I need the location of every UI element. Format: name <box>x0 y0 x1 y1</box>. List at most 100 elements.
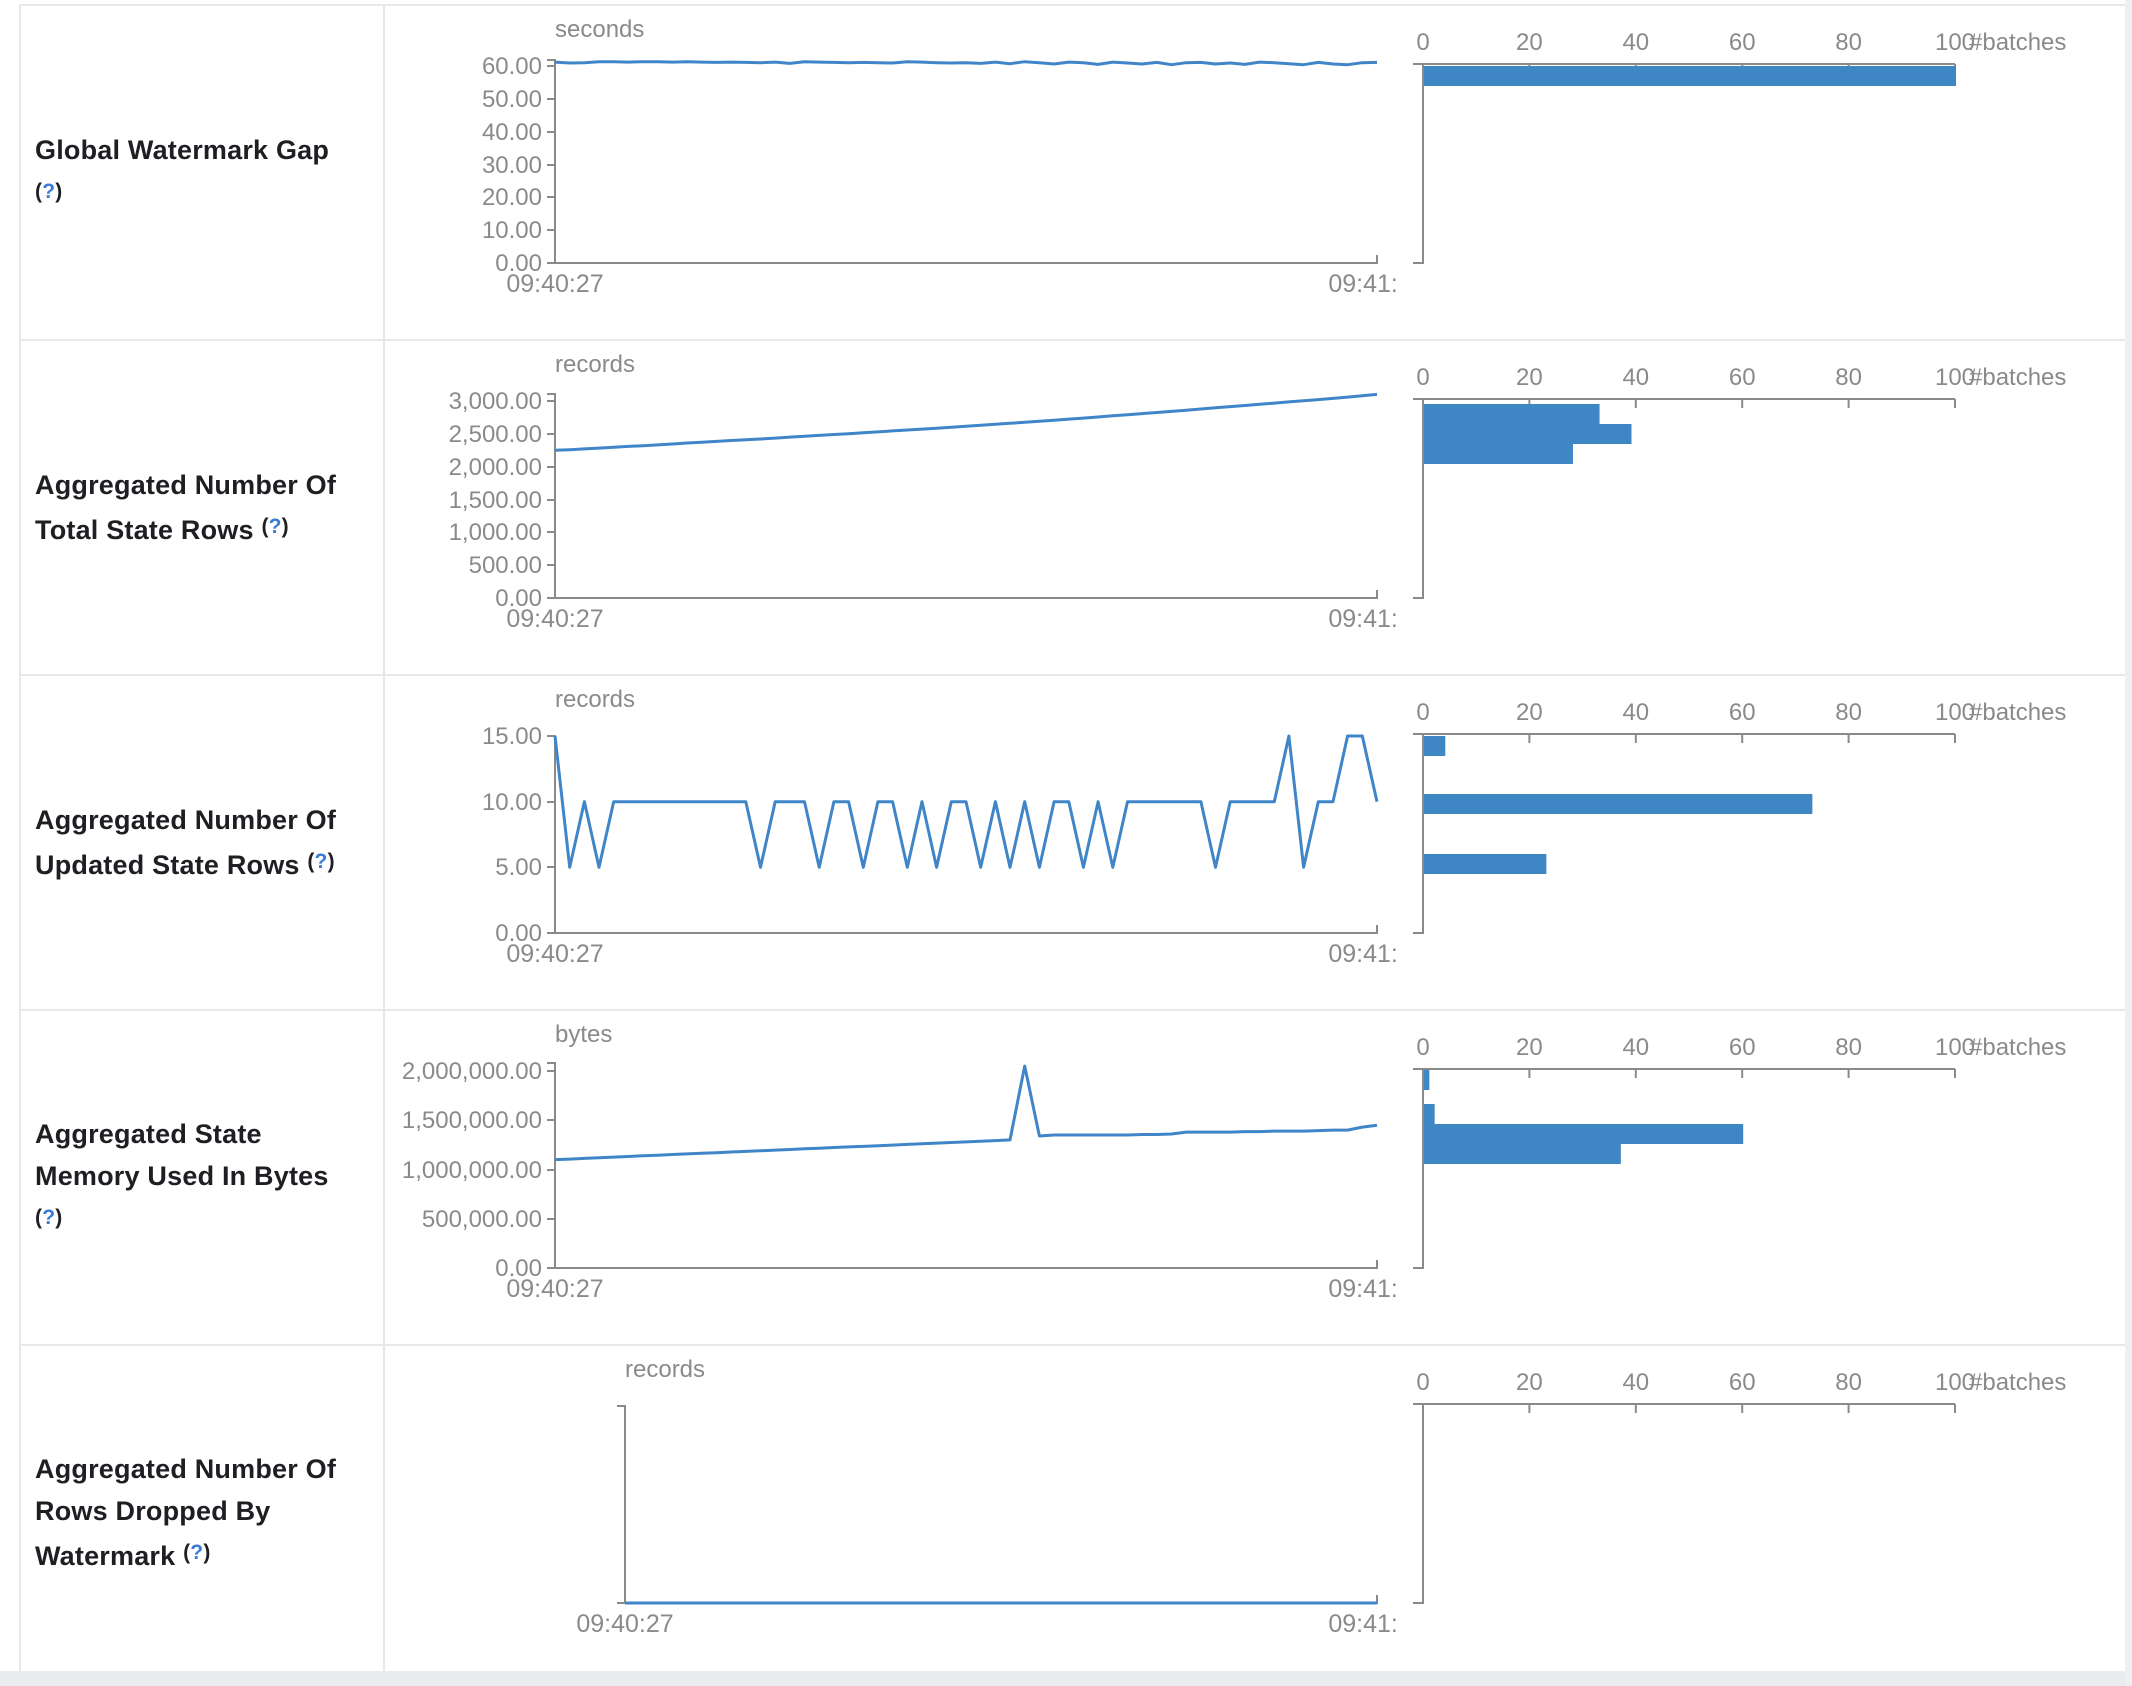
histogram-bar <box>1424 1104 1435 1124</box>
timeline-series-line <box>554 392 1378 452</box>
batches-tick-label: 0 <box>1416 1369 1429 1396</box>
help-link[interactable]: (?) <box>307 850 334 880</box>
help-link[interactable]: (?) <box>35 180 62 210</box>
help-link[interactable]: (?) <box>35 1206 62 1236</box>
metric-label-cell: Aggregated Number Of Rows Dropped By Wat… <box>21 1346 385 1679</box>
help-question-icon[interactable]: ? <box>314 850 328 873</box>
timeline-chart[interactable]: records 09:40:27 09:41:56 <box>385 1346 1397 1679</box>
x-end-label: 09:41:56 <box>1328 1610 1397 1638</box>
x-start-label: 09:40:27 <box>506 1275 603 1303</box>
batches-tick-label: 20 <box>1516 699 1543 726</box>
y-tick-label: 50.00 <box>482 86 542 113</box>
batches-tick-label: 100 <box>1935 29 1975 56</box>
metric-label: Aggregated Number Of Rows Dropped By Wat… <box>35 1448 340 1577</box>
histogram-chart[interactable]: 0 20 40 60 80 100#batches <box>1397 341 2127 674</box>
timeline-chart-cell: records 0.00 5.00 10.00 15.00 09:40:27 09:41:5… <box>385 676 1397 1009</box>
batches-tick-label: 40 <box>1622 1034 1649 1061</box>
y-tick-label: 0.00 <box>495 250 542 277</box>
histogram-chart-cell: 0 20 40 60 80 100 #batches <box>1397 1011 2127 1344</box>
help-question-icon[interactable]: ? <box>190 1541 204 1564</box>
y-tick-label: 500.00 <box>469 552 542 579</box>
histogram-chart-cell: 0 20 40 60 80 100 #batches <box>1397 1346 2127 1679</box>
unit-label: records <box>625 1356 705 1383</box>
unit-label: records <box>555 686 635 713</box>
batches-unit-label: #batches <box>1969 1369 2066 1396</box>
y-tick-label: 0.00 <box>495 1255 542 1282</box>
metric-row: Aggregated Number Of Rows Dropped By Wat… <box>21 1346 2127 1681</box>
histogram-bar <box>1424 854 1547 874</box>
x-end-label: 09:41:56 <box>1328 270 1397 298</box>
histogram-bar <box>1424 736 1446 756</box>
histogram-bar <box>1424 1070 1430 1090</box>
metric-label-cell: Aggregated Number Of Updated State Rows … <box>21 676 385 1009</box>
batches-tick-label: 60 <box>1729 364 1756 391</box>
histogram-chart[interactable]: 0 20 40 60 80 100#batches <box>1397 676 2127 1009</box>
histogram-chart[interactable]: 0 20 40 60 80 100#batches <box>1397 6 2127 339</box>
histogram-bar <box>1424 424 1632 444</box>
y-tick-label: 20.00 <box>482 184 542 211</box>
page-bottom-band <box>0 1671 2132 1686</box>
y-tick-label: 1,500.00 <box>449 487 542 514</box>
help-question-icon[interactable]: ? <box>42 180 56 203</box>
y-tick-label: 2,500.00 <box>449 421 542 448</box>
batches-tick-label: 60 <box>1729 1369 1756 1396</box>
x-end-label: 09:41:56 <box>1328 1275 1397 1303</box>
y-tick-label: 500,000.00 <box>422 1206 542 1233</box>
metric-row: Aggregated Number Of Total State Rows (?… <box>21 341 2127 676</box>
help-paren-close: ) <box>55 180 63 203</box>
metric-label-text: Aggregated State Memory Used In Bytes <box>35 1119 329 1191</box>
timeline-chart-cell: bytes 0.00 500,000.00 1,000,000.00 1,500,000… <box>385 1011 1397 1344</box>
unit-label: bytes <box>555 1021 612 1048</box>
timeline-chart[interactable]: records 0.00 500.00 1,000.00 1,500.00 2,000.0… <box>385 341 1397 674</box>
batches-tick-label: 60 <box>1729 29 1756 56</box>
x-end-label: 09:41:56 <box>1328 605 1397 633</box>
y-tick-label: 3,000.00 <box>449 388 542 415</box>
y-tick-label: 30.00 <box>482 152 542 179</box>
histogram-chart[interactable]: 0 20 40 60 80 100#batches <box>1397 1011 2127 1344</box>
timeline-series-line <box>554 1064 1378 1162</box>
metric-row: Aggregated State Memory Used In Bytes (?… <box>21 1011 2127 1346</box>
page-right-band <box>2125 0 2132 1686</box>
help-question-icon[interactable]: ? <box>42 1206 56 1229</box>
histogram-chart[interactable]: 0 20 40 60 80 100#batches <box>1397 1346 2127 1679</box>
timeline-chart[interactable]: records 0.00 5.00 10.00 15.00 09:40:27 09:41:5… <box>385 676 1397 1009</box>
histogram-y-axis-line <box>1413 398 1424 599</box>
x-end-label: 09:41:56 <box>1328 940 1397 968</box>
help-paren-open: ( <box>35 1206 43 1229</box>
batches-tick-label: 80 <box>1835 1369 1862 1396</box>
timeline-chart[interactable]: seconds 0.00 10.00 20.00 30.00 40.00 50.00 60.0… <box>385 6 1397 339</box>
histogram-bar <box>1424 1124 1744 1144</box>
batches-tick-label: 0 <box>1416 29 1429 56</box>
histogram-bar <box>1424 66 1956 86</box>
help-paren-close: ) <box>203 1541 211 1564</box>
histogram-y-axis-line <box>1413 733 1424 934</box>
help-link[interactable]: (?) <box>261 515 288 545</box>
y-tick-label: 40.00 <box>482 119 542 146</box>
y-axis-line <box>617 1405 626 1604</box>
timeline-chart-cell: records 09:40:27 09:41:56 <box>385 1346 1397 1679</box>
metric-label-text: Aggregated Number Of Rows Dropped By Wat… <box>35 1454 337 1571</box>
batches-tick-label: 100 <box>1935 1034 1975 1061</box>
help-link[interactable]: (?) <box>183 1541 210 1571</box>
metric-label: Global Watermark Gap (?) <box>35 129 340 216</box>
batches-tick-label: 100 <box>1935 699 1975 726</box>
help-paren-open: ( <box>35 180 43 203</box>
batches-tick-label: 80 <box>1835 29 1862 56</box>
y-tick-label: 5.00 <box>495 854 542 881</box>
streaming-metrics-table: Global Watermark Gap (?) seconds 0.00 10.0… <box>19 4 2129 1681</box>
x-axis-line <box>555 255 1378 264</box>
x-axis-line <box>555 925 1378 934</box>
batches-tick-label: 40 <box>1622 1369 1649 1396</box>
help-question-icon[interactable]: ? <box>268 515 282 538</box>
batches-tick-label: 80 <box>1835 1034 1862 1061</box>
timeline-chart[interactable]: bytes 0.00 500,000.00 1,000,000.00 1,500,000… <box>385 1011 1397 1344</box>
y-axis-line <box>547 59 556 264</box>
y-axis-line <box>547 393 556 599</box>
histogram-bar <box>1424 794 1813 814</box>
y-tick-label: 2,000.00 <box>449 454 542 481</box>
histogram-y-axis-line <box>1413 1068 1424 1269</box>
help-paren-open: ( <box>183 1541 191 1564</box>
timeline-chart-cell: seconds 0.00 10.00 20.00 30.00 40.00 50.00 60.0… <box>385 6 1397 339</box>
y-tick-label: 2,000,000.00 <box>402 1058 542 1085</box>
x-axis-line <box>555 590 1378 599</box>
